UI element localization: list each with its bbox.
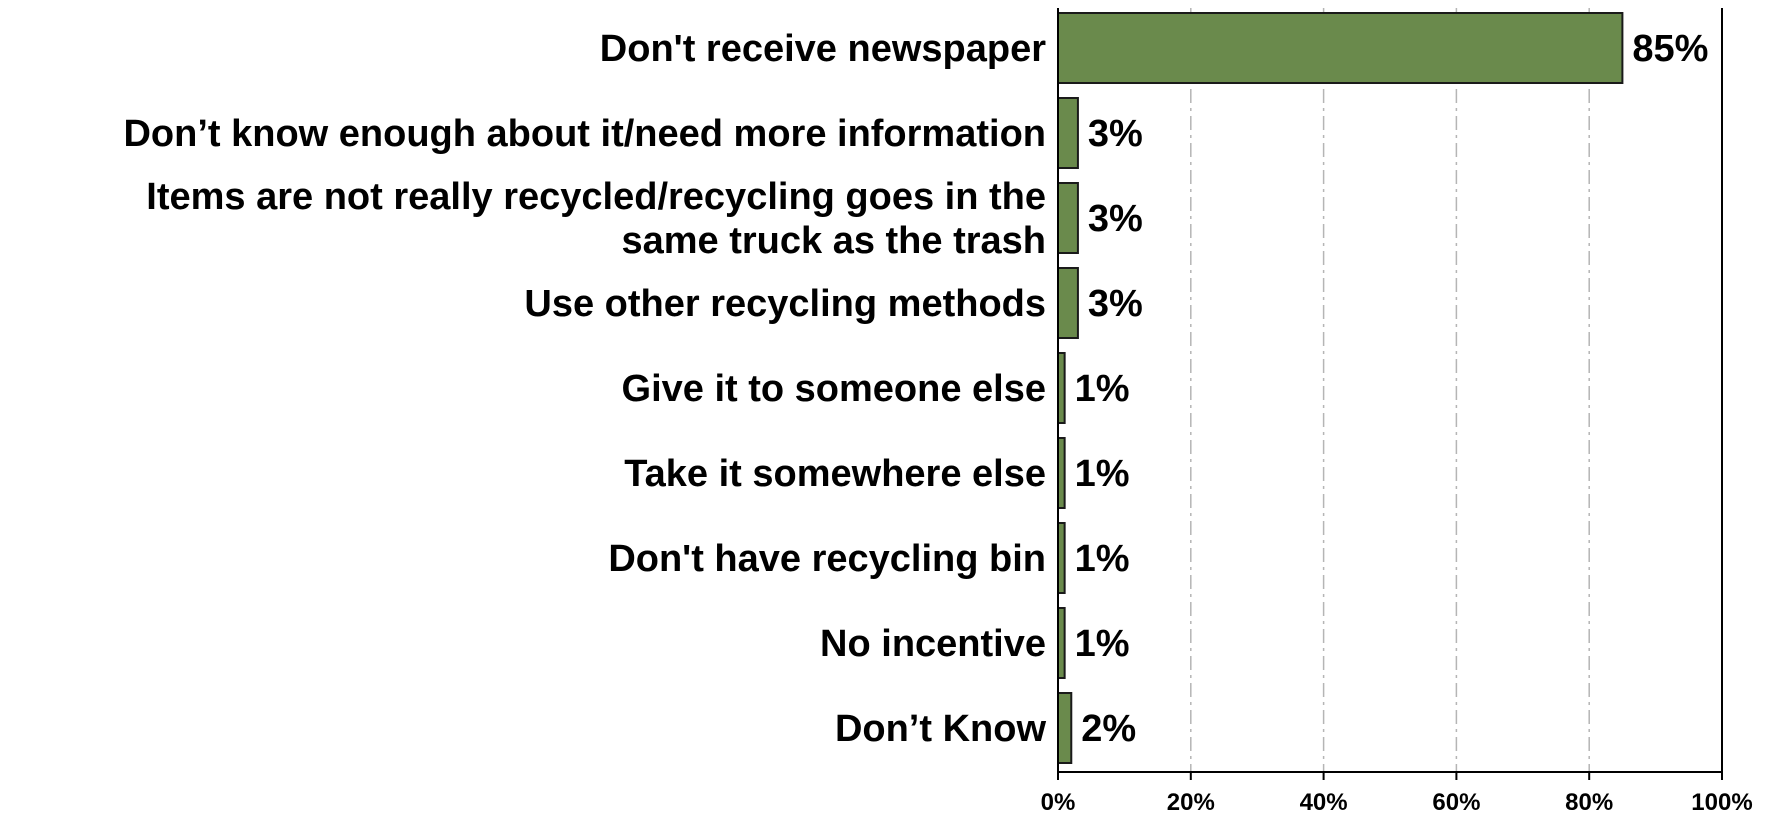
- value-label: 1%: [1075, 453, 1130, 495]
- x-tick-label: 40%: [1300, 789, 1348, 816]
- category-label: Use other recycling methods: [524, 283, 1046, 325]
- category-label: Take it somewhere else: [624, 453, 1046, 495]
- bar: [1057, 267, 1079, 339]
- gridlines: [1190, 8, 1590, 772]
- category-label: Don’t know enough about it/need more inf…: [123, 113, 1046, 155]
- bar: [1057, 182, 1079, 254]
- value-label: 2%: [1081, 708, 1136, 750]
- value-label: 3%: [1088, 283, 1143, 325]
- axes: [1057, 8, 1723, 773]
- x-axis-ticks: 0% 20% 40% 60% 80% 100%: [1041, 772, 1753, 816]
- category-label: Give it to someone else: [622, 368, 1046, 410]
- value-label: 1%: [1075, 368, 1130, 410]
- x-tick-label: 20%: [1167, 789, 1215, 816]
- category-label: Don't have recycling bin: [608, 538, 1046, 580]
- category-label: Items are not really recycled/recycling …: [146, 176, 1046, 218]
- x-tick-label: 60%: [1432, 789, 1480, 816]
- category-label: Don't receive newspaper: [600, 28, 1046, 70]
- bar: [1057, 12, 1624, 84]
- value-label: 3%: [1088, 113, 1143, 155]
- category-label: Don’t Know: [835, 708, 1047, 750]
- bars: [1057, 12, 1624, 764]
- category-label: same truck as the trash: [621, 220, 1046, 262]
- value-label: 3%: [1088, 198, 1143, 240]
- x-tick-label: 80%: [1565, 789, 1613, 816]
- bar: [1057, 97, 1079, 169]
- value-label: 1%: [1075, 538, 1130, 580]
- value-label: 85%: [1632, 28, 1708, 70]
- value-label: 1%: [1075, 623, 1130, 665]
- category-label: No incentive: [820, 623, 1046, 665]
- x-tick-label: 0%: [1041, 789, 1076, 816]
- x-tick-label: 100%: [1691, 789, 1752, 816]
- category-labels: Don't receive newspaper Don’t know enough…: [123, 28, 1046, 750]
- bar: [1057, 692, 1073, 764]
- value-labels: 85% 3% 3% 3% 1% 1% 1% 1% 2%: [1075, 28, 1709, 750]
